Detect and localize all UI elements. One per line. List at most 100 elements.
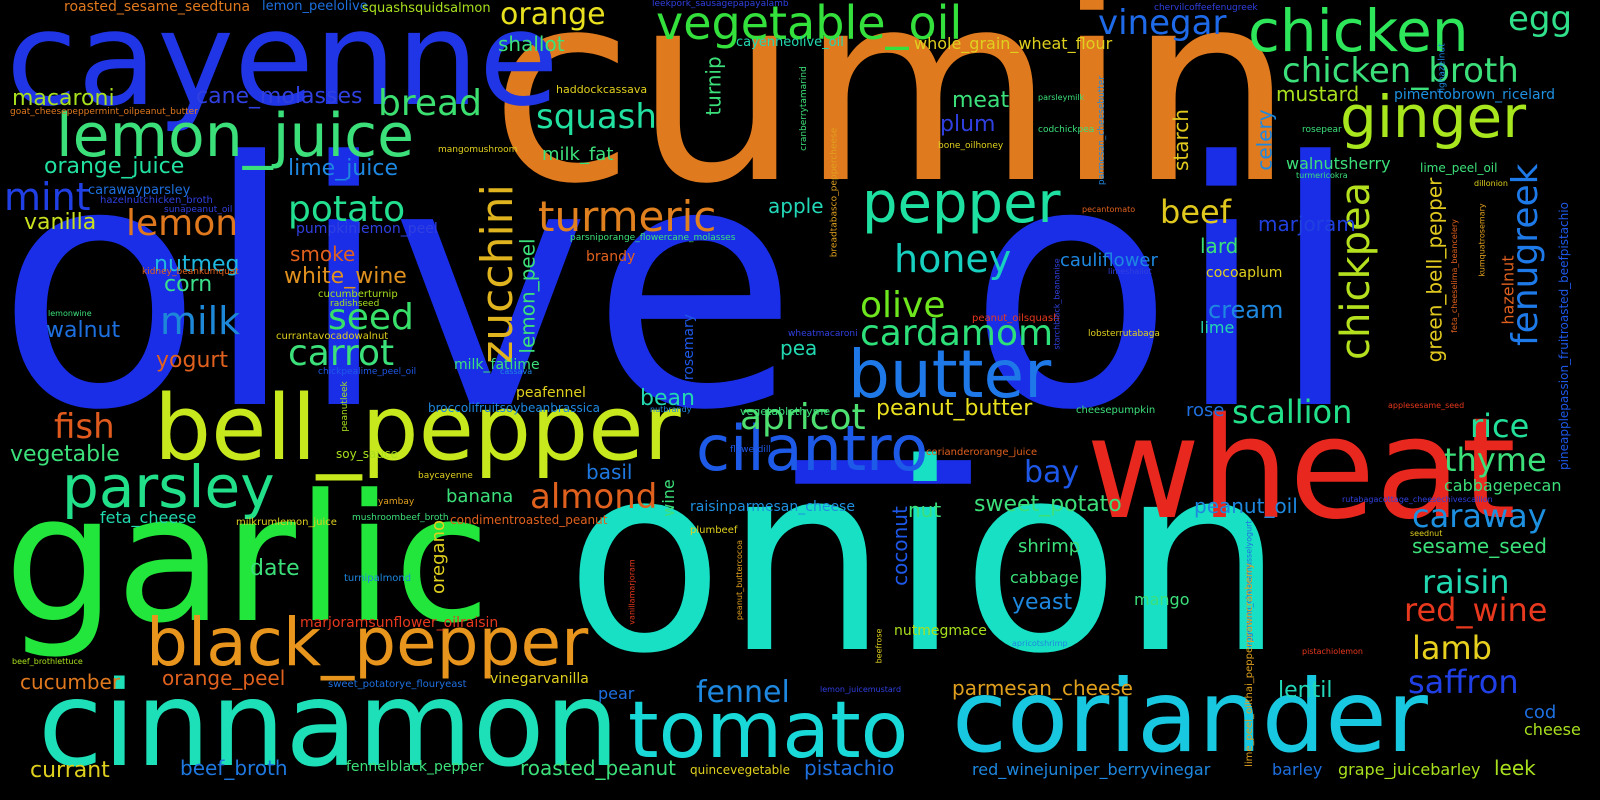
word-lime-juice: lime_juice xyxy=(288,156,398,181)
word-mango: mango xyxy=(1134,590,1190,609)
word-ginger: ginger xyxy=(1340,83,1527,151)
word-rosemary: rosemary xyxy=(681,313,698,381)
word-walnutsherry: walnutsherry xyxy=(1286,154,1391,173)
word-parmesan-cheesebutter: parmesan_cheesebutter xyxy=(1097,75,1108,186)
word-cabbagepecan: cabbagepecan xyxy=(1444,476,1562,495)
word-butter: butter xyxy=(848,336,1052,413)
word-beef: beef xyxy=(1160,193,1231,231)
word-beef-broth: beef_broth xyxy=(180,756,288,780)
word-sunapeanut-oil: sunapeanut_oil xyxy=(164,205,233,215)
word-vegetable: vegetable xyxy=(10,442,120,467)
word-codchickpea: codchickpea xyxy=(1038,125,1095,135)
word-turmeric: turmeric xyxy=(538,192,717,241)
word-lemon-juice: lemon_juice xyxy=(56,101,415,171)
word-cinnamon: cinnamon xyxy=(38,655,620,793)
word-hazelnut: hazelnut xyxy=(1498,255,1518,325)
word-red-winejuniper-berryvinegar: red_winejuniper_berryvinegar xyxy=(972,760,1211,779)
word-wheat: wheat xyxy=(1086,388,1517,551)
word-olive-oil: olive_oil xyxy=(0,90,1363,484)
word-rice: rice xyxy=(1470,407,1530,445)
word-chervilcoffeefenugreek: chervilcoffeefenugreek xyxy=(1154,3,1258,13)
word-parsleymilk: parsleymilk xyxy=(1038,93,1085,102)
word-chicken: chicken xyxy=(1248,0,1469,65)
word-scallion: scallion xyxy=(1232,393,1353,431)
word-white-wine: white_wine xyxy=(284,264,407,289)
word-pistachio: pistachio xyxy=(804,756,895,780)
word-vegetable-oil: vegetable_oil xyxy=(656,0,963,50)
word-applesesame-seed: applesesame_seed xyxy=(1388,401,1465,410)
word-turmericokra: turmericokra xyxy=(1296,171,1348,180)
word-orange-peel: orange_peel xyxy=(162,666,286,690)
word-squash: squash xyxy=(536,97,657,137)
word-grape-juicebarley: grape_juicebarley xyxy=(1338,760,1481,779)
word-plumbeef: plumbeef xyxy=(690,525,738,536)
word-vanillamarjoram: vanillamarjoram xyxy=(627,559,637,625)
word-bone-oilhoney: bone_oilhoney xyxy=(938,141,1004,151)
word-wine: wine xyxy=(658,479,678,517)
word-potato: potato xyxy=(288,189,406,230)
word-flowerdill: flowerdill xyxy=(730,445,771,455)
word-cheesepumpkin: cheesepumpkin xyxy=(1076,405,1156,416)
word-parsley: parsley xyxy=(62,453,275,521)
word-pepper: pepper xyxy=(862,171,1061,236)
word-turnip: turnip xyxy=(701,56,726,116)
word-peanutleek: peanutleek xyxy=(339,381,350,432)
word-mangomushroom: mangomushroom xyxy=(438,145,518,155)
word-smoke: smoke xyxy=(290,242,356,266)
word-parmesan-cheese: parmesan_cheese xyxy=(952,676,1133,700)
word-date: date xyxy=(250,556,300,581)
word-cocoaplum: cocoaplum xyxy=(1206,265,1283,281)
word-chickpea: chickpea xyxy=(1333,181,1379,360)
word-lemon-juicemustard: lemon_juicemustard xyxy=(820,685,902,694)
word-corn: corn xyxy=(164,272,213,297)
word-sweet-potatorye-flouryeast: sweet_potatorye_flouryeast xyxy=(328,679,467,690)
word-cauliflower: cauliflower xyxy=(1060,250,1158,271)
word-turnipalmond: turnipalmond xyxy=(344,573,412,584)
word-bean: bean xyxy=(640,386,695,411)
word-tomato: tomato xyxy=(628,686,909,776)
word-green-bell-pepper: green_bell_pepper xyxy=(1422,177,1447,363)
word-limeshallot: limeshallot xyxy=(1108,267,1152,276)
word-feta-cheeselima-beancelery: feta_cheeselima_beancelery xyxy=(1449,219,1459,333)
word-cranberrytamarind: cranberrytamarind xyxy=(798,66,809,151)
word-rutabagacottage-cheesechivescallion: rutabagacottage_cheesechivescallion xyxy=(1342,495,1493,504)
word-bell-pepper: bell_pepper xyxy=(154,376,681,481)
word-apricot: apricot xyxy=(740,397,866,438)
word-currantavocadowalnut: currantavocadowalnut xyxy=(276,331,389,342)
word-lamb: lamb xyxy=(1412,629,1492,667)
word-peafennel: peafennel xyxy=(516,385,586,401)
word-mustard: mustard xyxy=(1276,82,1360,106)
word-peanut-oil: peanut_oil xyxy=(1194,494,1298,518)
word-almond: almond xyxy=(530,477,658,517)
word-roasted-peanut: roasted_peanut xyxy=(520,756,676,780)
word-radishseed: radishseed xyxy=(330,299,380,309)
word-seed: seed xyxy=(328,297,414,338)
word-shrimp: shrimp xyxy=(1018,536,1081,557)
word-fennelblack-pepper: fennelblack_pepper xyxy=(346,759,484,775)
word-cayenne: cayenne xyxy=(6,0,559,135)
word-saffron: saffron xyxy=(1408,663,1519,701)
word-vegetablethyme: vegetablethyme xyxy=(740,405,831,418)
word-lime: lime xyxy=(1200,318,1235,337)
word-roasted-sesame-seedtuna: roasted_sesame_seedtuna xyxy=(64,0,251,15)
word-cayenneolive-oil: cayenneolive_oil xyxy=(736,35,844,50)
word-pear: pear xyxy=(598,684,635,703)
word-brandy: brandy xyxy=(586,249,636,265)
word-cheese: cheese xyxy=(1524,720,1581,739)
word-chickpealime-peel-oil: chickpealime_peel_oil xyxy=(318,367,417,377)
word-pimentobrown-ricelard: pimentobrown_ricelard xyxy=(1394,87,1555,103)
word-red-wine: red_wine xyxy=(1404,591,1548,629)
word-vanilla: vanilla xyxy=(24,210,97,235)
word-nutmeg: nutmeg xyxy=(154,252,240,277)
word-lime-peel-oilthai-pepperprawncranberry: lime_peel_oilthai_pepperprawncranberry xyxy=(1243,563,1255,767)
word-coriander: coriander xyxy=(952,658,1428,775)
word-zucchini: zucchini xyxy=(471,184,523,364)
word-cucumber: cucumber xyxy=(20,670,121,694)
word-macaroni: macaroni xyxy=(12,86,115,111)
word-cane-molasses: cane_molasses xyxy=(196,84,363,109)
word-caraway: caraway xyxy=(1412,497,1547,535)
word-peanut-buttercocoa: peanut_buttercocoa xyxy=(735,539,745,621)
word-vinegarvanilla: vinegarvanilla xyxy=(490,671,589,687)
word-shallot: shallot xyxy=(498,32,565,56)
word-lentil: lentil xyxy=(1278,678,1333,703)
